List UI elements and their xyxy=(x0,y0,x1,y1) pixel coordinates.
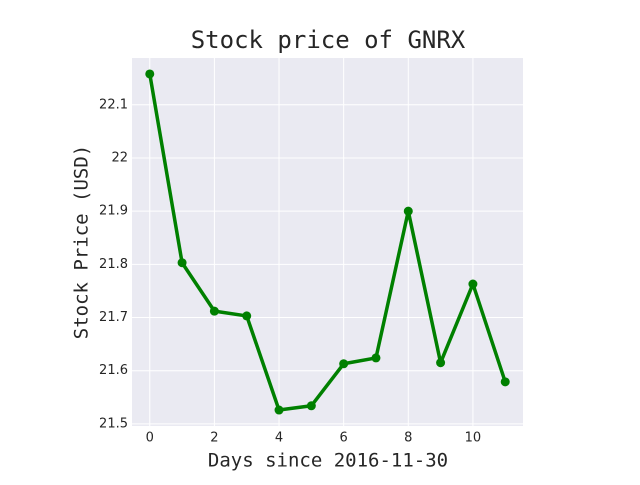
point xyxy=(274,405,284,415)
point xyxy=(145,69,155,79)
x-tick-label: 2 xyxy=(210,431,218,446)
point xyxy=(306,401,316,411)
x-tick-label: 8 xyxy=(404,431,412,446)
point xyxy=(209,306,219,316)
x-axis-label: Days since 2016-11-30 xyxy=(208,450,448,472)
point xyxy=(242,311,252,321)
x-tick-label: 4 xyxy=(275,431,283,446)
point xyxy=(500,377,510,387)
plot-area xyxy=(132,58,523,426)
y-tick-label: 21.5 xyxy=(99,416,128,431)
y-tick-label: 21.8 xyxy=(99,257,128,272)
point xyxy=(468,279,478,289)
y-tick-label: 22.1 xyxy=(99,97,128,112)
point xyxy=(339,359,349,369)
point xyxy=(403,206,413,216)
y-tick-label: 22 xyxy=(111,150,128,165)
y-axis-label: Stock Price (USD) xyxy=(71,145,93,339)
x-tick-label: 6 xyxy=(340,431,348,446)
point xyxy=(436,358,446,368)
x-tick-label: 0 xyxy=(146,431,154,446)
y-tick-label: 21.6 xyxy=(99,363,128,378)
chart-title: Stock price of GNRX xyxy=(191,26,466,54)
y-tick-label: 21.9 xyxy=(99,204,128,219)
x-tick-label: 10 xyxy=(465,431,482,446)
point xyxy=(177,258,187,268)
point xyxy=(371,353,381,363)
line xyxy=(148,73,507,412)
y-tick-label: 21.7 xyxy=(99,310,128,325)
